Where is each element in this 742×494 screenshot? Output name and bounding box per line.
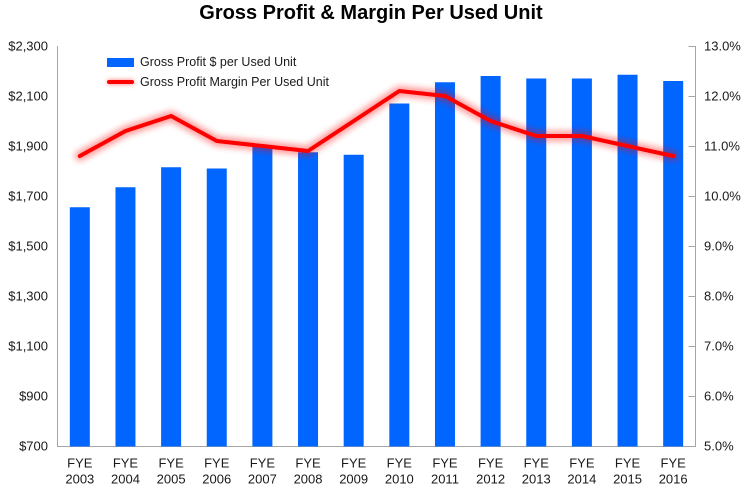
- bar-fye-2007: [252, 146, 273, 447]
- x-axis-label-line2: 2014: [567, 472, 596, 487]
- bar-fye-2003: [69, 207, 90, 447]
- x-axis-label-line2: 2007: [248, 472, 277, 487]
- left-axis-tick-label: $2,300: [8, 39, 48, 54]
- x-axis-label-line1: FYE: [204, 456, 230, 471]
- x-axis-label-line1: FYE: [524, 456, 550, 471]
- left-axis-tick-label: $1,700: [8, 189, 48, 204]
- left-axis-tick-label: $1,300: [8, 289, 48, 304]
- x-axis-label-line1: FYE: [341, 456, 367, 471]
- x-axis-label-line2: 2006: [202, 472, 231, 487]
- x-axis-label-line1: FYE: [615, 456, 641, 471]
- legend: Gross Profit $ per Used Unit Gross Profi…: [107, 52, 329, 92]
- x-axis-label-line2: 2008: [294, 472, 323, 487]
- bar-fye-2012: [480, 76, 501, 447]
- left-axis-tick-label: $1,100: [8, 339, 48, 354]
- x-axis-label-line1: FYE: [295, 456, 321, 471]
- x-axis-label-line1: FYE: [250, 456, 276, 471]
- x-axis-label-line2: 2012: [476, 472, 505, 487]
- left-axis-tick-label: $1,900: [8, 139, 48, 154]
- x-axis-label-line2: 2010: [385, 472, 414, 487]
- x-axis-label-line2: 2005: [157, 472, 186, 487]
- legend-label-gross-profit: Gross Profit $ per Used Unit: [140, 55, 297, 69]
- bar-fye-2016: [663, 81, 684, 447]
- bar-fye-2005: [161, 167, 182, 447]
- right-axis-tick-label: 5.0%: [704, 439, 734, 454]
- bar-series-swatch-icon: [107, 57, 134, 67]
- bar-fye-2004: [115, 187, 136, 447]
- left-axis-tick-label: $1,500: [8, 239, 48, 254]
- x-axis-label-line2: 2013: [522, 472, 551, 487]
- right-axis-tick-label: 7.0%: [704, 339, 734, 354]
- bar-fye-2006: [206, 168, 227, 447]
- right-axis-tick-label: 6.0%: [704, 389, 734, 404]
- left-axis-tick-label: $2,100: [8, 89, 48, 104]
- bar-fye-2015: [617, 74, 638, 447]
- bar-fye-2011: [434, 82, 455, 447]
- left-axis-tick-label: $900: [19, 389, 48, 404]
- right-axis-tick-label: 13.0%: [704, 39, 741, 54]
- right-axis-tick-label: 10.0%: [704, 189, 741, 204]
- legend-item-margin: Gross Profit Margin Per Used Unit: [107, 72, 329, 92]
- right-axis-tick-label: 8.0%: [704, 289, 734, 304]
- bar-fye-2008: [298, 152, 319, 447]
- x-axis-label-line2: 2003: [65, 472, 94, 487]
- x-axis-label-line1: FYE: [478, 456, 504, 471]
- x-axis-label-line1: FYE: [432, 456, 458, 471]
- x-axis-label-line1: FYE: [661, 456, 687, 471]
- right-axis-tick-label: 12.0%: [704, 89, 741, 104]
- bar-fye-2010: [389, 103, 410, 447]
- x-axis-label-line2: 2015: [613, 472, 642, 487]
- x-axis-label-line2: 2009: [339, 472, 368, 487]
- x-axis-label-line1: FYE: [387, 456, 413, 471]
- legend-item-gross-profit: Gross Profit $ per Used Unit: [107, 52, 329, 72]
- line-series-swatch-icon: [107, 80, 134, 84]
- x-axis-label-line1: FYE: [569, 456, 595, 471]
- margin-line: [77, 89, 676, 158]
- bar-fye-2013: [526, 78, 547, 447]
- right-axis-tick-label: 11.0%: [704, 139, 740, 154]
- x-axis-label-line1: FYE: [113, 456, 139, 471]
- x-axis-label-line2: 2016: [659, 472, 688, 487]
- legend-label-margin: Gross Profit Margin Per Used Unit: [140, 75, 329, 89]
- bar-fye-2014: [571, 78, 592, 447]
- x-axis-label-line2: 2011: [431, 472, 459, 487]
- right-axis-tick-label: 9.0%: [704, 239, 734, 254]
- x-axis-label-line1: FYE: [158, 456, 184, 471]
- left-axis-tick-label: $700: [19, 439, 48, 454]
- x-axis-label-line2: 2004: [111, 472, 140, 487]
- chart-title: Gross Profit & Margin Per Used Unit: [199, 2, 543, 24]
- bar-fye-2009: [343, 154, 364, 447]
- x-axis-label-line1: FYE: [67, 456, 93, 471]
